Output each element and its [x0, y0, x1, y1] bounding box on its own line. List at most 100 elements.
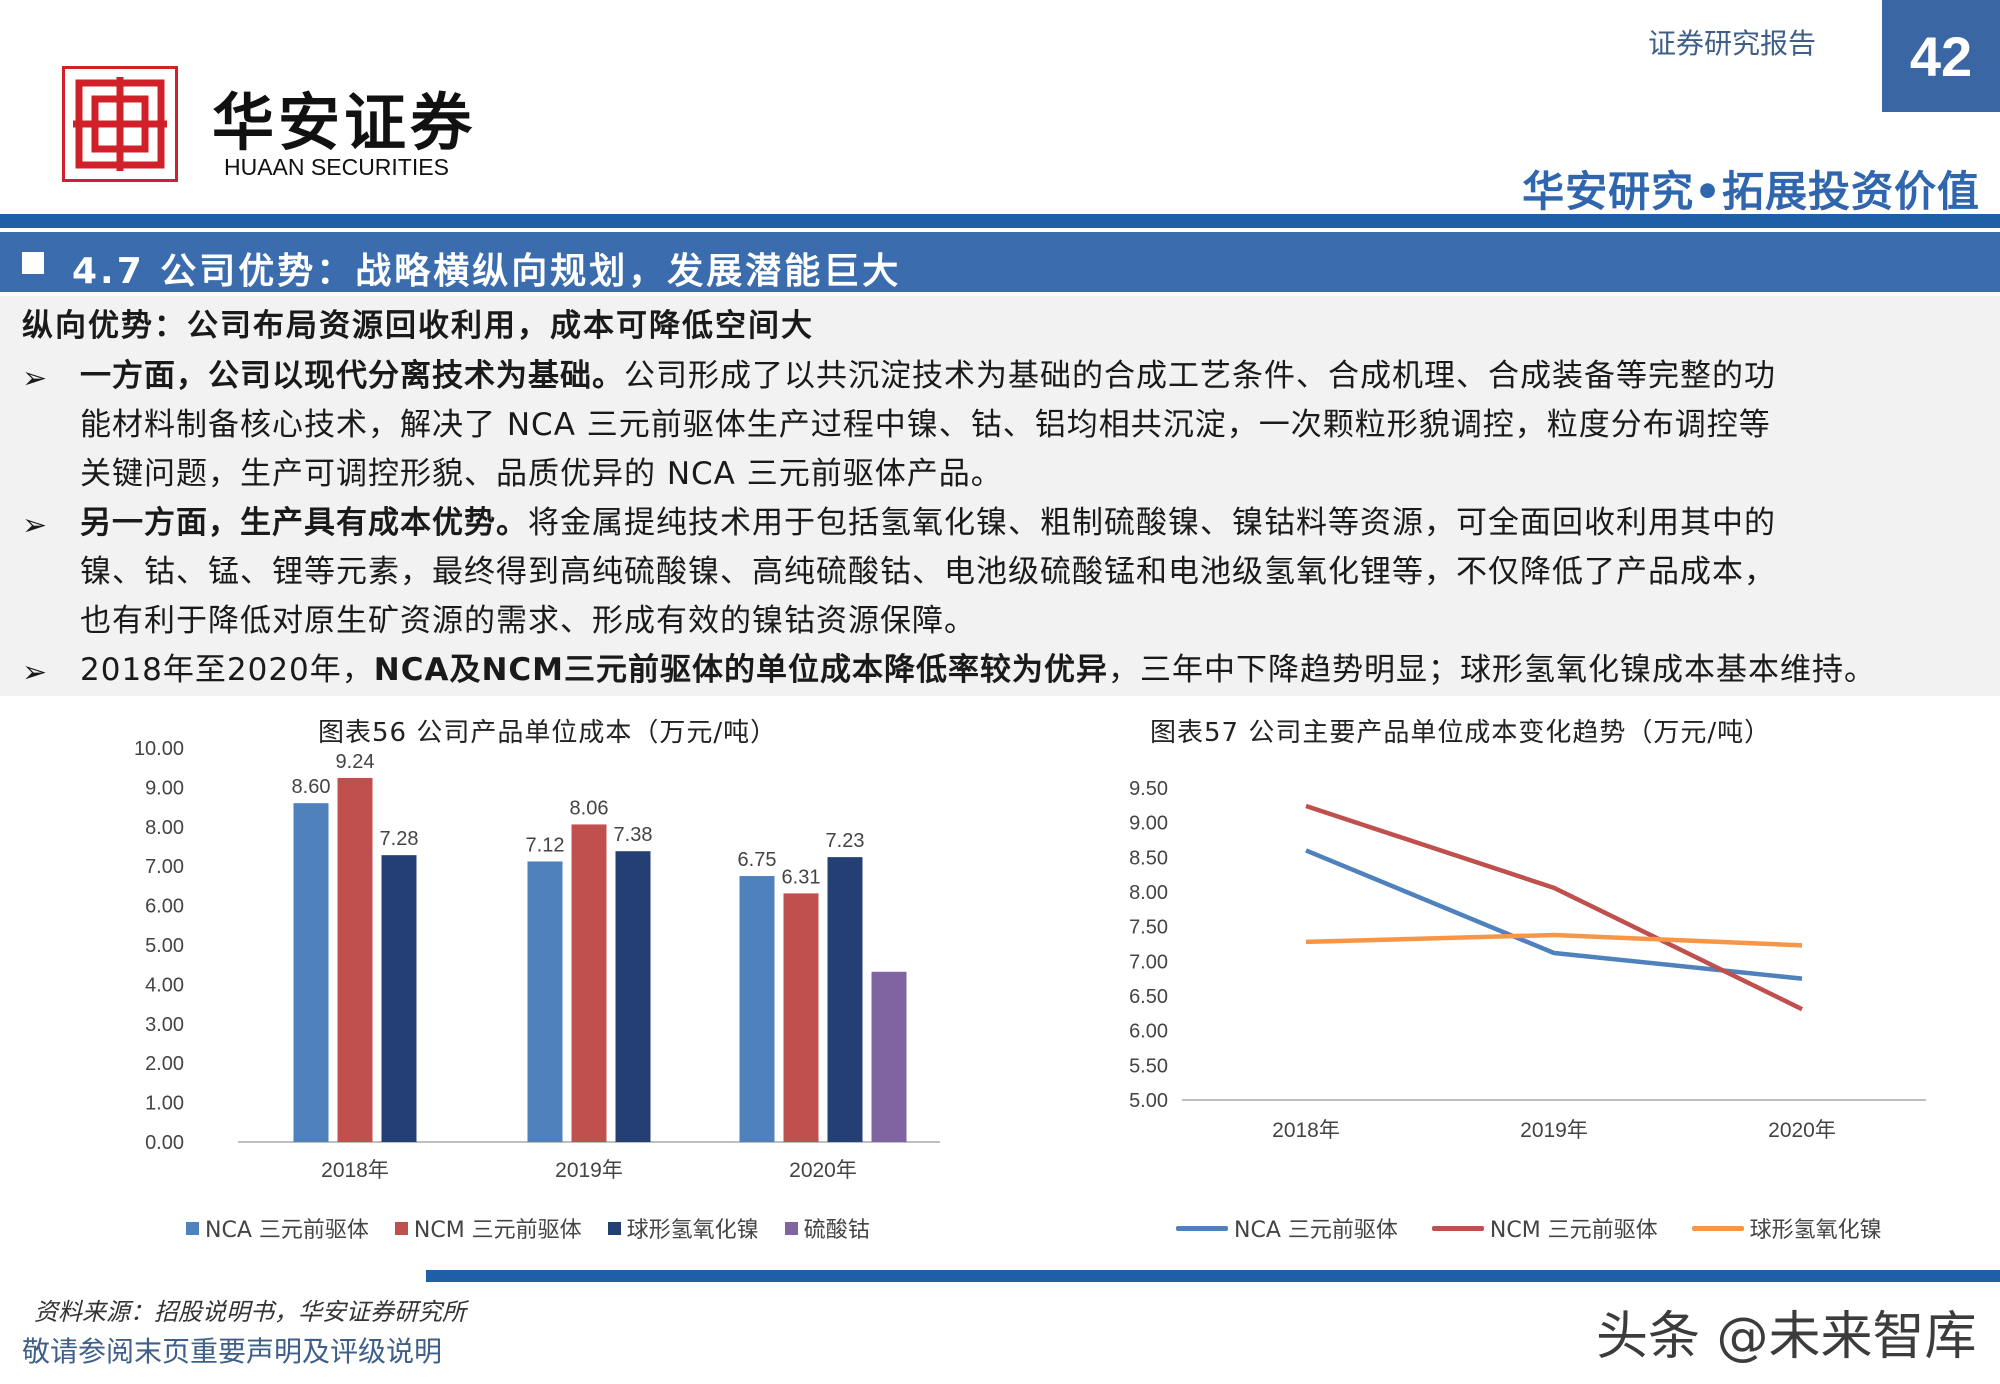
- bar: [739, 876, 775, 1142]
- data-label: 7.28: [380, 828, 419, 850]
- series-line: [1305, 932, 1803, 948]
- y-tick-label: 0.00: [145, 1132, 184, 1154]
- data-label: 6.75: [738, 849, 777, 871]
- chart-57-title: 图表57 公司主要产品单位成本变化趋势（万元/吨）: [1150, 718, 1772, 748]
- series-line: [1305, 803, 1803, 1012]
- bar: [783, 893, 819, 1142]
- legend-item: NCA 三元前驱体: [1176, 1212, 1398, 1244]
- y-tick-label: 6.00: [145, 896, 184, 918]
- y-tick-label: 5.00: [1129, 1090, 1168, 1112]
- legend-item: NCM 三元前驱体: [394, 1212, 582, 1244]
- line-chart: 5.00 5.50 6.00 6.50 7.00 7.50 8.00 8.50 9.00 9.50…: [1129, 778, 1926, 1142]
- bar: [615, 851, 651, 1142]
- square-bullet-icon: [22, 252, 44, 274]
- legend-item: 球形氢氧化镍: [607, 1212, 759, 1244]
- page-number: 42: [1882, 0, 2000, 112]
- legend-swatch: [1431, 1225, 1484, 1231]
- legend-swatch: [1176, 1225, 1228, 1231]
- data-label: 8.60: [292, 776, 331, 798]
- x-tick-label: 2020年: [789, 1159, 857, 1180]
- data-label: 6.31: [782, 866, 821, 888]
- y-tick-label: 8.00: [1129, 882, 1168, 904]
- legend-swatch: [394, 1221, 408, 1235]
- y-tick-label: 7.00: [1129, 951, 1168, 973]
- company-logo: [62, 66, 178, 182]
- y-tick-label: 5.50: [1129, 1055, 1168, 1077]
- series-line: [1305, 848, 1803, 981]
- data-label: 9.24: [336, 751, 375, 773]
- y-tick-label: 10.00: [134, 740, 184, 760]
- data-label: 7.23: [826, 830, 865, 852]
- line-chart-legend: NCA 三元前驱体 NCM 三元前驱体 球形氢氧化镍: [1176, 1212, 1882, 1244]
- legend-item: 球形氢氧化镍: [1691, 1212, 1882, 1244]
- y-tick-label: 6.00: [1129, 1021, 1168, 1043]
- bullet-text: ，三年中下降趋势明显；球形氢氧化镍成本基本维持。: [1108, 652, 1877, 688]
- y-tick-label: 7.00: [145, 856, 184, 878]
- bullet-text: 能材料制备核心技术，解决了 NCA 三元前驱体生产过程中镍、钴、铝均相共沉淀，一…: [80, 407, 1771, 443]
- disclaimer-link[interactable]: 敬请参阅末页重要声明及评级说明: [22, 1335, 443, 1368]
- subsection-heading: 纵向优势：公司布局资源回收利用，成本可降低空间大: [22, 308, 814, 344]
- bullet-paragraph-1: 一方面，公司以现代分离技术为基础。公司形成了以共沉淀技术为基础的合成工艺条件、合…: [80, 352, 1980, 499]
- footer-divider: [426, 1270, 2000, 1282]
- y-tick-label: 7.50: [1129, 917, 1168, 939]
- legend-item: NCA 三元前驱体: [186, 1212, 369, 1244]
- x-tick-label: 2019年: [555, 1159, 623, 1180]
- y-tick-label: 8.50: [1129, 847, 1168, 869]
- bullet-text: 也有利于降低对原生矿资源的需求、形成有效的镍钴资源保障。: [80, 603, 976, 639]
- bullet-lead: 另一方面，生产具有成本优势。: [80, 505, 528, 541]
- header-divider: [0, 214, 2000, 228]
- bar: [571, 824, 607, 1142]
- bullet-text: 镍、钴、锰、锂等元素，最终得到高纯硫酸镍、高纯硫酸钴、电池级硫酸锰和电池级氢氧化…: [80, 554, 1776, 590]
- legend-swatch: [607, 1221, 621, 1235]
- data-label: 8.06: [570, 797, 609, 819]
- arrow-bullet-icon: ➢: [22, 361, 49, 396]
- slogan: 华安研究•拓展投资价值: [1522, 167, 1980, 216]
- bar-chart: 0.00 1.00 2.00 3.00 4.00 5.00 6.00 7.00 8.00 9.00…: [134, 740, 940, 1180]
- report-type: 证券研究报告: [1648, 27, 1817, 60]
- body-text-background: [0, 296, 2000, 696]
- watermark: 头条 @未来智库: [1596, 1307, 1977, 1367]
- bar: [381, 855, 417, 1142]
- source-note: 资料来源：招股说明书，华安证券研究所: [34, 1298, 466, 1326]
- bullet-text: 关键问题，生产可调控形貌、品质优异的 NCA 三元前驱体产品。: [80, 456, 1003, 492]
- bar: [871, 971, 907, 1142]
- data-label: 7.38: [614, 824, 653, 846]
- section-title-band: [0, 232, 2000, 292]
- y-tick-label: 9.50: [1129, 778, 1168, 800]
- section-title: 4.7 公司优势：战略横纵向规划，发展潜能巨大: [72, 251, 902, 292]
- x-tick-label: 2019年: [1520, 1119, 1588, 1142]
- bullet-lead: 一方面，公司以现代分离技术为基础。: [80, 358, 624, 394]
- y-tick-label: 9.00: [1129, 813, 1168, 835]
- logo-english-name: HUAAN SECURITIES: [224, 154, 449, 180]
- y-tick-label: 3.00: [145, 1014, 184, 1036]
- y-tick-label: 1.00: [145, 1093, 184, 1115]
- bullet-text: 将金属提纯技术用于包括氢氧化镍、粗制硫酸镍、镍钴料等资源，可全面回收利用其中的: [528, 505, 1776, 541]
- bar: [293, 803, 329, 1142]
- legend-item: 硫酸钴: [784, 1212, 870, 1244]
- legend-swatch: [784, 1221, 798, 1235]
- arrow-bullet-icon: ➢: [22, 508, 49, 543]
- x-tick-label: 2018年: [1272, 1119, 1340, 1142]
- legend-swatch: [1691, 1225, 1744, 1231]
- bar: [337, 777, 373, 1142]
- y-tick-label: 8.00: [145, 817, 184, 839]
- legend-swatch: [186, 1221, 199, 1235]
- arrow-bullet-icon: ➢: [22, 655, 49, 690]
- y-tick-label: 2.00: [145, 1053, 184, 1075]
- bullet-paragraph-2: 另一方面，生产具有成本优势。将金属提纯技术用于包括氢氧化镍、粗制硫酸镍、镍钴料等…: [80, 499, 1980, 646]
- bullet-text: 2018年至2020年，: [80, 652, 374, 688]
- logo-chinese-name: 华安证券: [212, 86, 477, 159]
- y-tick-label: 4.00: [145, 974, 184, 996]
- data-label: 7.12: [526, 834, 565, 856]
- legend-item: NCM 三元前驱体: [1431, 1212, 1658, 1244]
- x-tick-label: 2020年: [1768, 1119, 1836, 1142]
- y-tick-label: 5.00: [145, 935, 184, 957]
- bar: [527, 861, 563, 1142]
- bar-chart-legend: NCA 三元前驱体 NCM 三元前驱体 球形氢氧化镍 硫酸钴: [186, 1212, 870, 1244]
- chart-56-title: 图表56 公司产品单位成本（万元/吨）: [318, 718, 778, 748]
- y-tick-label: 9.00: [145, 777, 184, 799]
- bullet-text: 公司形成了以共沉淀技术为基础的合成工艺条件、合成机理、合成装备等完整的功: [624, 358, 1776, 394]
- y-tick-label: 6.50: [1129, 986, 1168, 1008]
- bullet-paragraph-3: 2018年至2020年，NCA及NCM三元前驱体的单位成本降低率较为优异，三年中…: [80, 646, 1980, 695]
- x-tick-label: 2018年: [321, 1159, 389, 1180]
